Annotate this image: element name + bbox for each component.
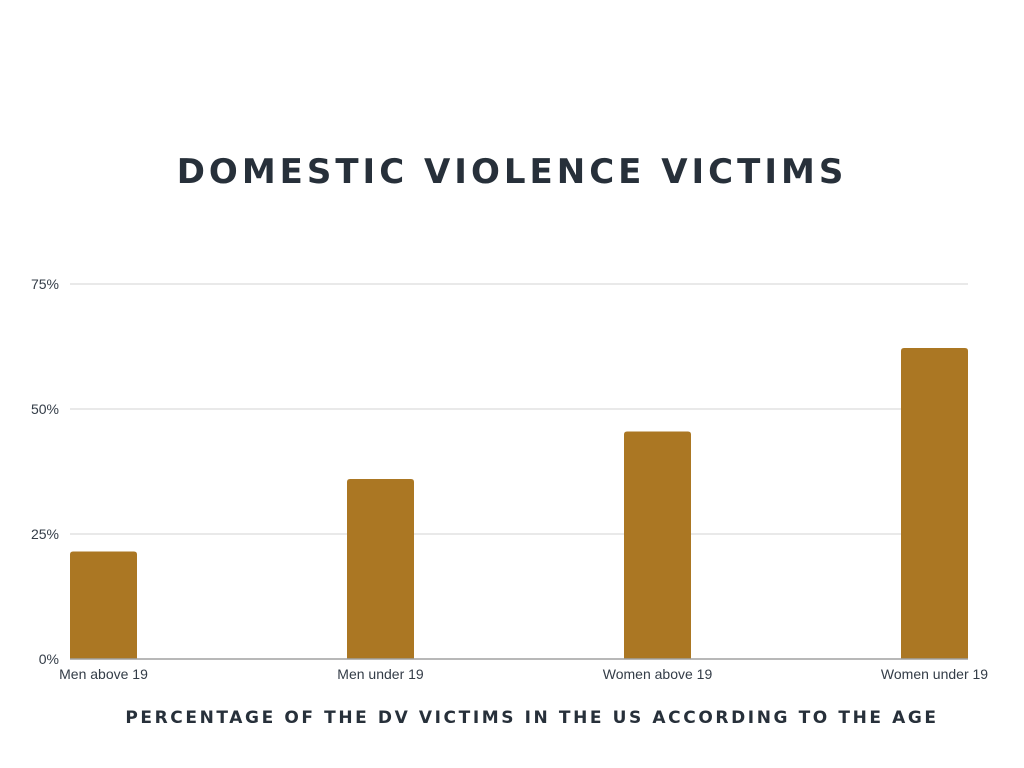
x-axis-title: PERCENTAGE OF THE DV VICTIMS IN THE US A…: [125, 708, 939, 728]
axes: 0% 25% 50% 75% Men above 19 Men under 19 Women…: [31, 276, 988, 682]
y-tick-label: 25%: [31, 526, 59, 542]
bar-chart: 0% 25% 50% 75% Men above 19 Men under 19 Women…: [31, 276, 988, 682]
bar: [624, 431, 691, 659]
x-tick-label: Men under 19: [337, 666, 424, 682]
bar: [901, 348, 968, 659]
bar: [70, 551, 137, 659]
x-tick-label: Women above 19: [603, 666, 713, 682]
gridlines: [70, 283, 968, 535]
bars: [70, 348, 968, 659]
x-tick-label: Men above 19: [59, 666, 148, 682]
bar: [347, 479, 414, 659]
x-tick-label: Women under 19: [881, 666, 988, 682]
chart-title: DOMESTIC VIOLENCE VICTIMS: [176, 152, 848, 192]
y-tick-label: 0%: [39, 651, 59, 667]
y-tick-label: 75%: [31, 276, 59, 292]
y-tick-label: 50%: [31, 401, 59, 417]
